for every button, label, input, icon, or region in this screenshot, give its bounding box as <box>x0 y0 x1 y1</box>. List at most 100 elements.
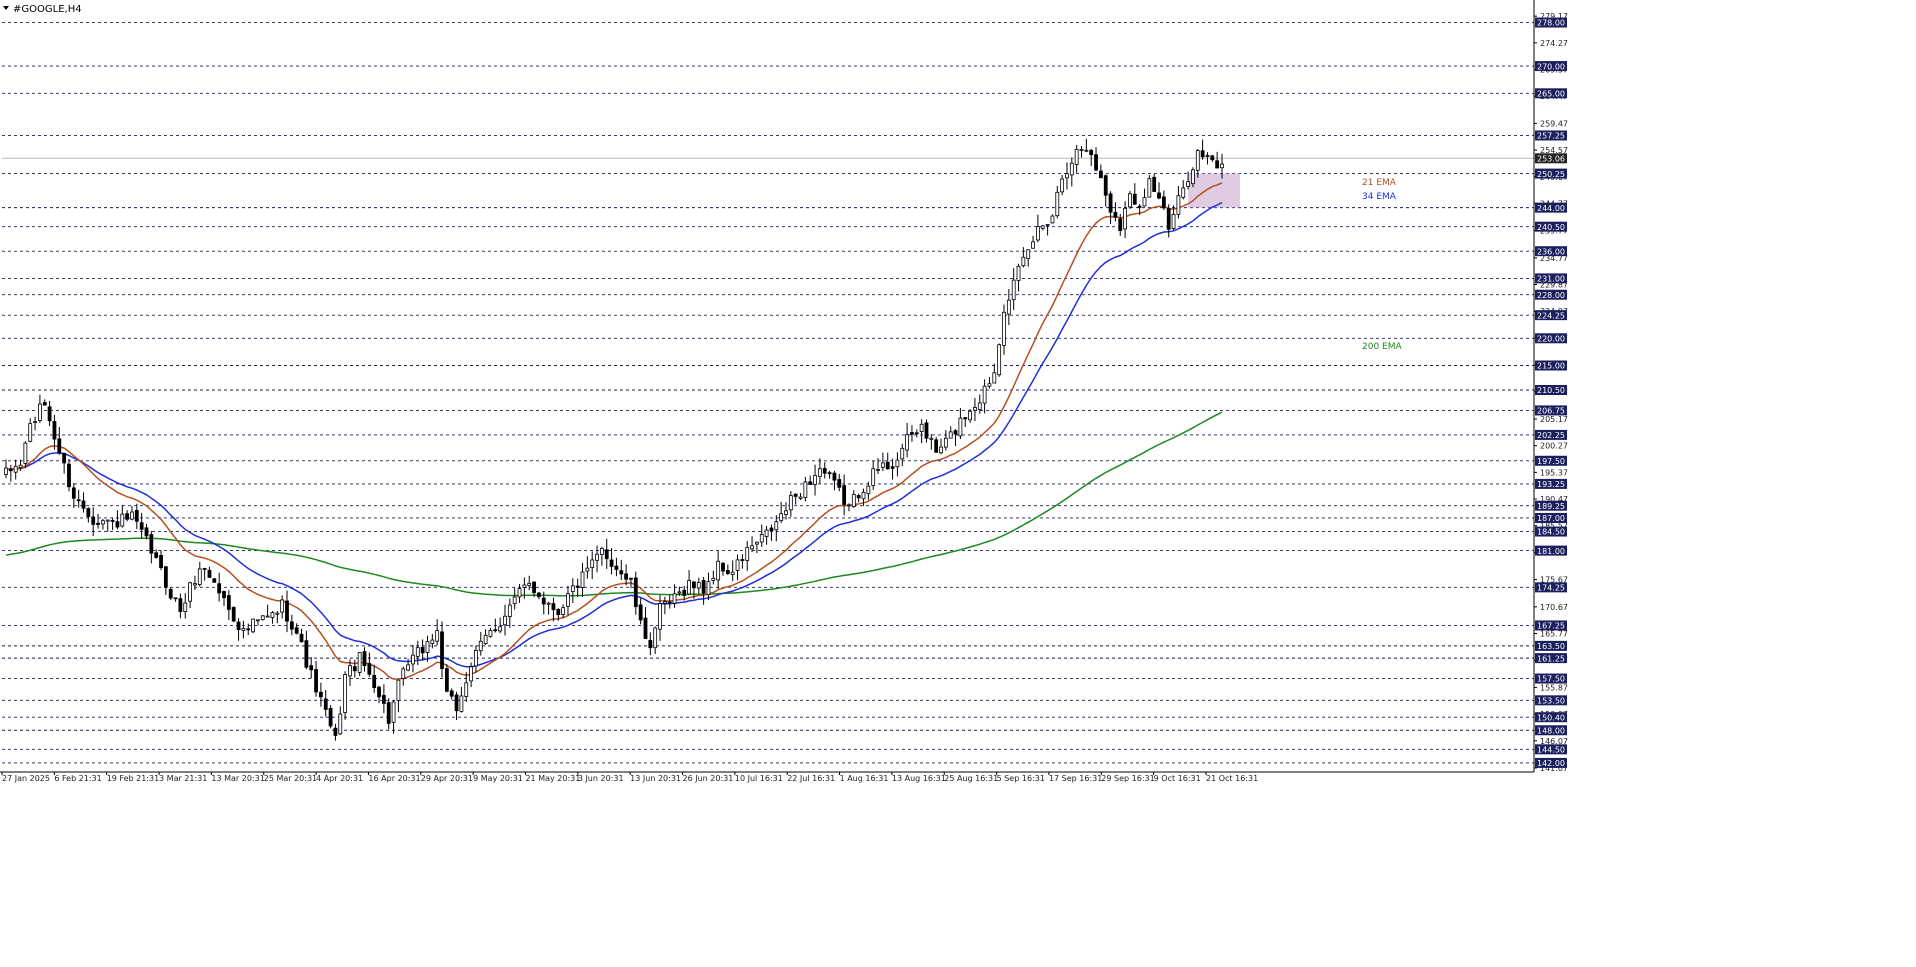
level-tag <box>1535 512 1567 523</box>
candle <box>609 548 614 575</box>
candle <box>556 608 561 621</box>
y-tick-label: 229.87 <box>1540 281 1568 290</box>
candle <box>241 620 246 639</box>
candle <box>440 621 444 678</box>
y-tick-label: 175.67 <box>1540 576 1568 585</box>
level-tag-label: 210.50 <box>1537 386 1565 395</box>
candle <box>793 493 798 505</box>
candle <box>430 633 435 649</box>
candle <box>304 630 309 670</box>
level-tag <box>1535 673 1567 684</box>
candle <box>193 575 197 590</box>
candle <box>1113 202 1118 222</box>
x-tick-label: 5 Sep 16:31 <box>997 774 1045 783</box>
candle <box>837 473 842 492</box>
candle <box>47 400 52 427</box>
candle <box>1055 185 1060 219</box>
level-tag <box>1535 333 1567 344</box>
level-tag <box>1535 620 1567 631</box>
candle <box>953 429 958 446</box>
level-tag-label: 189.25 <box>1537 502 1565 511</box>
candle <box>992 363 997 384</box>
x-tick-label: 6 Feb 21:31 <box>54 774 101 783</box>
x-tick-label: 19 Feb 21:31 <box>107 774 159 783</box>
candle <box>667 595 672 609</box>
candle <box>512 587 517 610</box>
candle <box>745 540 750 571</box>
candle <box>260 614 265 621</box>
candle <box>1123 201 1128 239</box>
candle <box>202 567 207 581</box>
y-tick-label: 165.77 <box>1540 630 1568 639</box>
candle <box>1016 263 1021 292</box>
candle <box>464 672 469 702</box>
level-tag-label: 265.00 <box>1537 89 1565 98</box>
candle <box>130 506 134 521</box>
level-tag <box>1535 289 1567 300</box>
candle <box>662 596 667 615</box>
candle <box>425 635 430 662</box>
level-tag <box>1535 712 1567 723</box>
level-tag-label: 228.00 <box>1537 291 1565 300</box>
level-tag-label: 278.00 <box>1537 19 1565 28</box>
level-tag-label: 270.00 <box>1537 62 1565 71</box>
candle <box>658 595 662 641</box>
candle <box>411 644 415 673</box>
level-tag <box>1535 653 1567 664</box>
level-tag <box>1535 478 1567 489</box>
level-tag <box>1535 500 1567 511</box>
candle <box>566 585 570 616</box>
candle <box>333 723 338 741</box>
candle <box>672 584 677 608</box>
candle <box>81 492 86 513</box>
y-tick-label: 185.57 <box>1540 522 1568 531</box>
candle <box>1176 185 1181 219</box>
candle <box>774 515 779 542</box>
candle <box>459 686 464 713</box>
x-tick-label: 21 May 20:31 <box>525 774 580 783</box>
support-zone[interactable] <box>1188 173 1240 208</box>
candle <box>367 652 372 677</box>
candle <box>226 590 231 620</box>
candle <box>323 690 328 717</box>
candle <box>4 459 8 479</box>
candle <box>570 578 575 603</box>
candle <box>1079 146 1084 158</box>
candle <box>197 561 202 587</box>
y-tick-label: 170.67 <box>1540 603 1568 612</box>
x-tick-label: 21 Oct 16:31 <box>1206 774 1258 783</box>
x-tick-label: 9 May 20:31 <box>473 774 523 783</box>
chevron-down-icon[interactable] <box>3 6 9 10</box>
candle <box>730 560 735 582</box>
candle <box>1060 174 1065 196</box>
candle <box>163 565 168 595</box>
candle <box>289 614 294 636</box>
candle <box>958 408 963 440</box>
ema-200-label: 200 EMA <box>1362 342 1402 352</box>
indicator-labels: 21 EMA 34 EMA 200 EMA <box>1362 178 1402 352</box>
candle <box>217 572 222 602</box>
candle <box>275 611 280 624</box>
candle <box>1094 147 1098 172</box>
candle <box>711 570 716 585</box>
candle <box>28 418 33 443</box>
candle <box>76 489 81 508</box>
candle <box>105 519 110 532</box>
level-tag-label: 240.50 <box>1537 223 1565 232</box>
candle <box>682 585 687 601</box>
candle <box>740 554 745 569</box>
candle <box>309 657 314 679</box>
x-tick-label: 4 Apr 20:31 <box>316 774 363 783</box>
x-tick-label: 25 Aug 16:31 <box>944 774 998 783</box>
candle <box>880 452 885 472</box>
ema-21-label: 21 EMA <box>1362 178 1397 188</box>
candle <box>750 536 754 552</box>
candle <box>236 618 241 641</box>
candle <box>478 632 483 656</box>
level-tag-label: 250.25 <box>1537 170 1565 179</box>
y-tick-label: 146.07 <box>1540 737 1568 746</box>
y-tick-label: 155.87 <box>1540 683 1568 692</box>
candle <box>929 434 934 450</box>
